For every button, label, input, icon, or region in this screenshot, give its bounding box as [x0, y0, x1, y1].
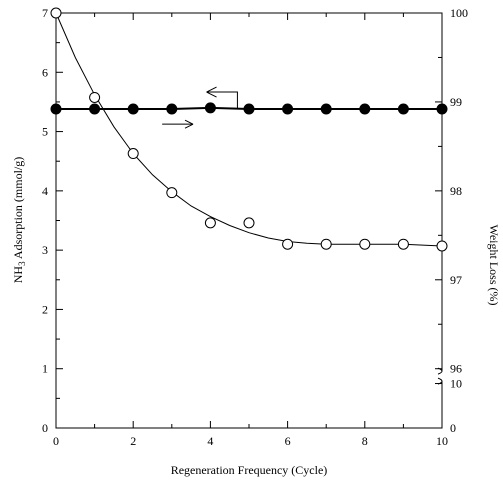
left-y-tick-label: 4 — [42, 184, 48, 198]
left-y-tick-label: 7 — [42, 6, 48, 20]
adsorption-point — [204, 102, 216, 114]
x-tick-label: 0 — [53, 434, 59, 448]
x-tick-label: 10 — [436, 434, 448, 448]
weight-loss-point — [436, 240, 448, 252]
weight-loss-point — [50, 7, 62, 19]
weight-loss-point — [127, 148, 139, 160]
adsorption-point — [243, 103, 255, 115]
right-y-tick-label: 96 — [450, 362, 462, 376]
adsorption-point — [436, 103, 448, 115]
x-axis-title: Regeneration Frequency (Cycle) — [171, 463, 328, 477]
axis-break-mark-top — [437, 367, 443, 375]
axis-break-mark-bottom — [437, 377, 443, 385]
adsorption-point — [359, 103, 371, 115]
fit-curve-group — [55, 12, 443, 247]
adsorption-point — [166, 103, 178, 115]
left-y-tick-label: 3 — [42, 243, 48, 257]
adsorption-point — [397, 103, 409, 115]
left-y-axis-title: NH3 Adsorption (mmol/g) — [11, 157, 27, 284]
left-y-tick-label: 6 — [42, 65, 48, 79]
right-y-tick-label: 99 — [450, 95, 462, 109]
weight-loss-point — [320, 238, 332, 250]
weight-loss-point — [204, 217, 216, 229]
weight-loss-point — [359, 238, 371, 250]
right-y-tick-label: 100 — [450, 6, 468, 20]
left-y-tick-label: 5 — [42, 125, 48, 139]
annotation-arrows — [162, 86, 238, 129]
right-y-tick-label: 98 — [450, 184, 462, 198]
x-tick-label: 8 — [362, 434, 368, 448]
right-y-lower-tick-label: 0 — [450, 421, 456, 435]
adsorption-point — [320, 103, 332, 115]
left-y-tick-label: 2 — [42, 302, 48, 316]
weight-loss-point — [282, 238, 294, 250]
right-y-lower-tick-label: 10 — [450, 377, 462, 391]
left-y-tick-label: 1 — [42, 362, 48, 376]
left-y-axis-ticks: 0 1 2 3 4 5 6 7 — [42, 6, 63, 435]
axis-break-gap — [439, 371, 447, 382]
fit-curve-line — [55, 12, 443, 247]
weight-loss-point — [166, 187, 178, 199]
weight-loss-point — [243, 217, 255, 229]
adsorption-point — [282, 103, 294, 115]
x-tick-label: 2 — [130, 434, 136, 448]
weight-loss-point — [89, 91, 101, 103]
left-arrow-shaft — [206, 91, 238, 110]
right-axis-break — [437, 367, 447, 385]
left-y-title-main: NH — [11, 266, 25, 284]
adsorption-point — [50, 103, 62, 115]
right-y-axis-ticks: 96 97 98 99 100 0 10 — [435, 6, 468, 435]
weight-loss-point — [397, 238, 409, 250]
left-y-tick-label: 0 — [42, 421, 48, 435]
left-y-title-subscript: 3 — [17, 261, 27, 266]
right-y-tick-label: 97 — [450, 273, 462, 287]
right-y-axis-title: Weight Loss (%) — [487, 224, 501, 305]
x-axis-ticks: 0 2 4 6 8 10 — [53, 13, 448, 448]
x-tick-label: 6 — [285, 434, 291, 448]
left-y-title-rest: Adsorption (mmol/g) — [11, 157, 25, 262]
x-tick-label: 4 — [207, 434, 213, 448]
left-arrow-head — [206, 86, 217, 98]
series-markers — [50, 7, 448, 252]
adsorption-point — [127, 103, 139, 115]
adsorption-point — [89, 103, 101, 115]
right-arrow-head — [184, 119, 194, 129]
